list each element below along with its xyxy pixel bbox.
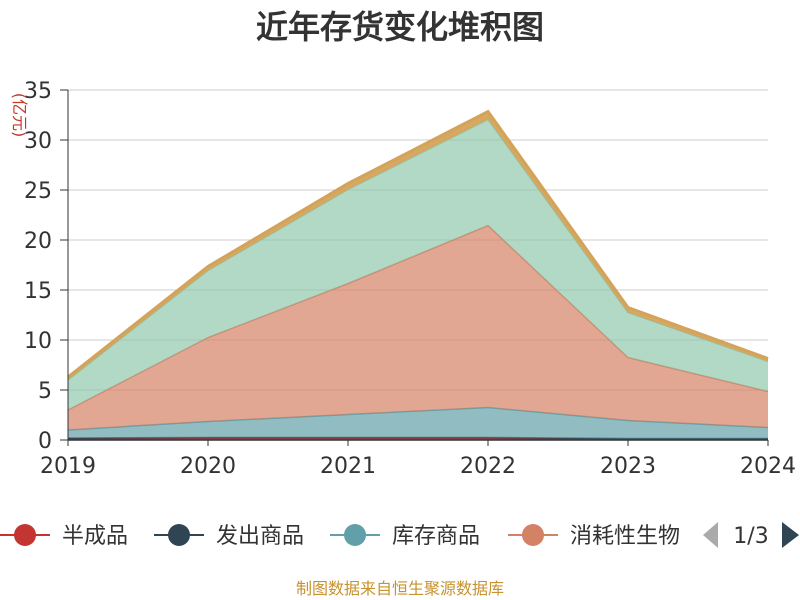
y-tick-label: 35 (24, 79, 52, 104)
legend-marker (522, 524, 544, 546)
area-原材料 (68, 119, 768, 410)
legend-item[interactable]: 半成品 (0, 524, 128, 549)
area-消耗性生物资产 (68, 225, 768, 430)
y-tick-label: 30 (24, 129, 52, 154)
y-tick-label: 10 (24, 329, 52, 354)
legend-label: 消耗性生物 (570, 524, 680, 549)
legend-page-indicator: 1/3 (733, 524, 768, 549)
chart-title: 近年存货变化堆积图 (256, 8, 544, 46)
axes: 0 5 10 15 20 25 30 35 2019 2020 2021 2022 2023 2024 (24, 79, 796, 479)
y-axis-unit: (亿元) (10, 93, 29, 138)
x-tick-label: 2021 (320, 454, 376, 479)
legend-label: 库存商品 (392, 524, 480, 549)
x-tick-label: 2024 (740, 454, 796, 479)
legend-marker (168, 524, 190, 546)
triangle-left-icon[interactable] (703, 522, 718, 548)
triangle-right-icon[interactable] (782, 522, 799, 548)
area-series (67, 109, 769, 440)
x-tick-label: 2019 (40, 454, 96, 479)
x-tick-label: 2022 (460, 454, 516, 479)
area-库存商品 (68, 407, 768, 439)
legend-marker (14, 524, 36, 546)
y-tick-label: 25 (24, 179, 52, 204)
legend-item[interactable]: 消耗性生物 (508, 524, 680, 549)
series-line-其他 (67, 109, 769, 379)
legend-marker (344, 524, 366, 546)
y-tick-label: 15 (24, 279, 52, 304)
legend-item[interactable]: 发出商品 (154, 524, 304, 549)
legend-label: 半成品 (62, 524, 128, 549)
y-tick-label: 5 (38, 379, 52, 404)
x-tick-label: 2020 (180, 454, 236, 479)
legend-item[interactable]: 库存商品 (330, 524, 480, 549)
source-note: 制图数据来自恒生聚源数据库 (296, 579, 504, 598)
legend: 半成品 发出商品 库存商品 消耗性生物 1/3 (0, 522, 799, 549)
y-tick-label: 0 (38, 429, 52, 454)
x-tick-label: 2023 (600, 454, 656, 479)
y-tick-label: 20 (24, 229, 52, 254)
legend-label: 发出商品 (216, 524, 304, 549)
